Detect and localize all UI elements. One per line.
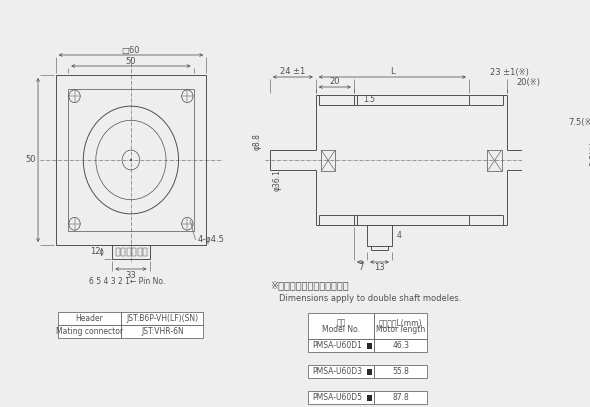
Text: モータ長L(mm): モータ長L(mm) — [379, 319, 422, 328]
Bar — [308, 365, 374, 378]
Circle shape — [130, 159, 132, 161]
Text: 33: 33 — [126, 271, 136, 280]
Bar — [57, 312, 121, 325]
Bar — [132, 247, 136, 256]
Bar — [121, 325, 204, 338]
Bar — [367, 394, 372, 400]
Text: PMSA-U60D5: PMSA-U60D5 — [313, 393, 362, 402]
Bar — [374, 365, 427, 378]
Text: Dimensions apply to double shaft modeles.: Dimensions apply to double shaft modeles… — [278, 294, 461, 303]
Text: JST:VHR-6N: JST:VHR-6N — [141, 327, 183, 336]
Text: Model No.: Model No. — [322, 324, 360, 333]
Bar — [143, 247, 148, 256]
Bar — [374, 339, 427, 352]
Text: □60: □60 — [122, 46, 140, 55]
Text: 6 5 4 3 2 1← Pin No.: 6 5 4 3 2 1← Pin No. — [89, 276, 166, 285]
Bar — [321, 150, 335, 171]
Text: 87.8: 87.8 — [392, 393, 409, 402]
Text: Motor length: Motor length — [376, 324, 425, 333]
Text: 23 ±1(※): 23 ±1(※) — [490, 68, 529, 77]
Bar — [487, 150, 502, 171]
Bar — [57, 325, 121, 338]
Bar — [308, 339, 374, 352]
Text: 7: 7 — [358, 263, 363, 271]
Text: Mating connector: Mating connector — [56, 327, 123, 336]
Text: 13: 13 — [374, 263, 385, 271]
Bar — [122, 247, 125, 256]
Text: L: L — [390, 68, 395, 77]
Bar — [138, 247, 142, 256]
Text: 20(※): 20(※) — [517, 77, 540, 87]
Bar — [308, 313, 374, 339]
Bar — [308, 391, 374, 404]
Text: 4: 4 — [396, 231, 401, 240]
Text: ※両軸タイプのみの寸法です: ※両軸タイプのみの寸法です — [270, 280, 349, 290]
Text: 4-φ4.5: 4-φ4.5 — [197, 236, 224, 245]
Text: PMSA-U60D3: PMSA-U60D3 — [313, 367, 362, 376]
Text: φ36.1: φ36.1 — [273, 169, 281, 191]
Bar — [367, 343, 372, 348]
Bar — [374, 313, 427, 339]
Text: JST:B6P-VH(LF)(SN): JST:B6P-VH(LF)(SN) — [126, 314, 198, 323]
Text: 55.8: 55.8 — [392, 367, 409, 376]
Bar — [112, 245, 149, 259]
Text: Header: Header — [76, 314, 103, 323]
Bar — [367, 225, 392, 246]
Text: 20: 20 — [330, 77, 340, 87]
Text: 46.3: 46.3 — [392, 341, 409, 350]
Text: 12: 12 — [90, 247, 101, 256]
Bar — [55, 75, 206, 245]
Text: 7.5(※): 7.5(※) — [569, 118, 590, 127]
Text: 50: 50 — [26, 155, 36, 164]
Bar — [116, 247, 120, 256]
Bar — [127, 247, 131, 256]
Bar — [68, 89, 194, 231]
Text: 50: 50 — [126, 57, 136, 66]
Text: 品名: 品名 — [336, 319, 346, 328]
Text: φ8.8: φ8.8 — [253, 133, 262, 151]
Text: PMSA-U60D1: PMSA-U60D1 — [313, 341, 362, 350]
Text: 1.5: 1.5 — [363, 96, 375, 105]
Bar — [121, 312, 204, 325]
Bar — [367, 368, 372, 374]
Bar — [374, 391, 427, 404]
Text: 24 ±1: 24 ±1 — [280, 68, 306, 77]
